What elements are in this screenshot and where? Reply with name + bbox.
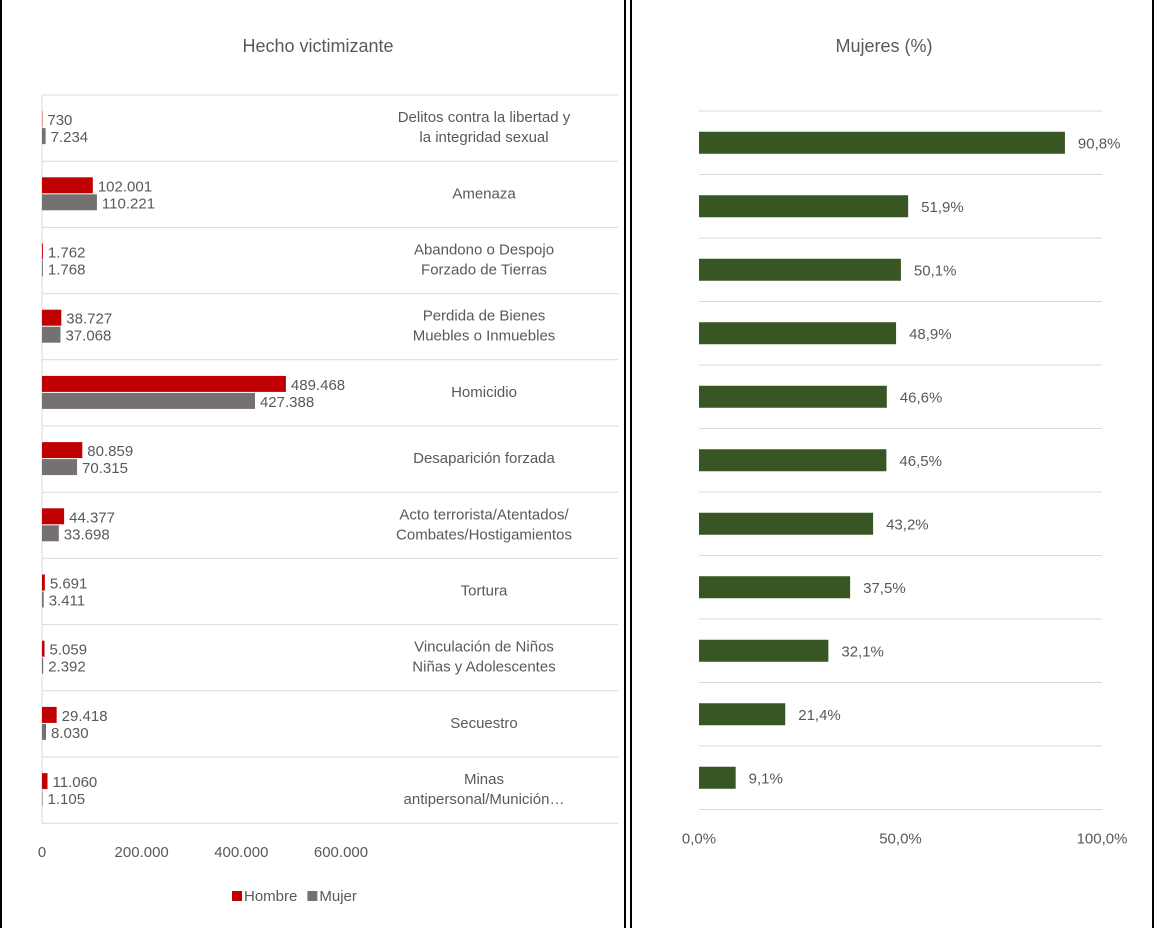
bar [42, 508, 65, 525]
data-label: 80.859 [87, 443, 133, 460]
x-tick-label: 50,0% [879, 830, 922, 847]
category-label: Secuestro [450, 715, 518, 732]
category-label: Perdida de Bienes Muebles o Inmuebles [413, 308, 556, 345]
data-label: 2.392 [48, 659, 86, 676]
bar [42, 723, 47, 740]
bar [42, 194, 97, 211]
data-label: 32,1% [841, 644, 884, 661]
bar [699, 639, 829, 662]
data-label: 110.221 [102, 195, 155, 212]
bar [699, 512, 874, 535]
x-tick-label: 600.000 [314, 844, 368, 861]
data-label: 33.698 [64, 526, 110, 543]
data-label: 46,5% [899, 453, 942, 470]
data-label: 44.377 [69, 509, 115, 526]
bar [42, 177, 93, 194]
data-label: 427.388 [260, 394, 314, 411]
data-label: 9,1% [749, 771, 783, 788]
x-tick-label: 100,0% [1077, 830, 1128, 847]
bar [699, 703, 786, 726]
data-label: 1.762 [48, 244, 86, 261]
legend-swatch [232, 891, 242, 901]
data-label: 3.411 [49, 592, 85, 609]
data-label: 50,1% [914, 263, 957, 280]
bar [699, 195, 909, 218]
legend-label: Mujer [319, 888, 357, 905]
category-label: Tortura [461, 582, 508, 599]
data-label: 37.068 [65, 328, 111, 345]
data-label: 5.059 [50, 642, 88, 659]
bar [42, 706, 57, 723]
data-label: 48,9% [909, 326, 952, 343]
bar [42, 640, 45, 657]
data-label: 11.060 [53, 774, 98, 791]
bar [42, 392, 255, 409]
bar [42, 442, 83, 459]
bar [42, 309, 62, 326]
bar [42, 591, 44, 608]
chart-title: Hecho victimizante [242, 36, 393, 56]
bar [42, 773, 48, 790]
bar [42, 525, 59, 542]
category-label: Amenaza [452, 185, 516, 202]
data-label: 1.105 [48, 791, 86, 808]
bar [42, 459, 78, 476]
data-label: 46,6% [900, 390, 943, 407]
data-label: 21,4% [798, 707, 841, 724]
bar [42, 657, 44, 674]
data-label: 38.727 [66, 311, 112, 328]
data-label: 90,8% [1078, 136, 1121, 153]
data-label: 489.468 [291, 377, 345, 394]
category-label: Delitos contra la libertad y la integrida… [398, 109, 571, 146]
data-label: 51,9% [921, 199, 964, 216]
category-label: Homicidio [451, 384, 517, 401]
category-label: Acto terrorista/Atentados/Combates/Hosti… [396, 506, 572, 543]
category-label: Desaparición forzada [413, 450, 555, 467]
data-label: 37,5% [863, 580, 906, 597]
data-label: 102.001 [98, 178, 152, 195]
data-label: 5.691 [50, 575, 88, 592]
category-label: Minas antipersonal/Munición… [404, 771, 565, 808]
bar [699, 766, 736, 789]
data-label: 43,2% [886, 517, 929, 534]
x-tick-label: 200.000 [115, 844, 169, 861]
chart-title: Mujeres (%) [835, 36, 932, 56]
bar [699, 258, 901, 281]
legend-swatch [307, 891, 318, 901]
bar [42, 375, 286, 392]
data-label: 70.315 [82, 460, 128, 477]
bar [699, 322, 897, 345]
bar [42, 260, 43, 277]
data-label: 8.030 [51, 725, 89, 742]
bar [42, 128, 46, 145]
category-label: Vinculación de Niños Niñas y Adolescentes [412, 639, 555, 676]
data-label: 730 [47, 112, 72, 129]
category-label: Abandono o Despojo Forzado de Tierras [414, 241, 554, 278]
data-label: 29.418 [62, 708, 108, 725]
x-tick-label: 400.000 [214, 844, 268, 861]
bar [42, 574, 45, 591]
bar [42, 326, 61, 343]
bar [699, 576, 851, 599]
bar [42, 790, 43, 807]
bar [699, 131, 1065, 154]
bar [699, 385, 887, 408]
x-tick-label: 0,0% [682, 830, 716, 847]
x-tick-label: 0 [38, 844, 46, 861]
legend-label: Hombre [244, 888, 297, 905]
data-label: 1.768 [48, 261, 86, 278]
bar [699, 449, 887, 472]
data-label: 7.234 [51, 129, 89, 146]
bar [42, 243, 43, 260]
